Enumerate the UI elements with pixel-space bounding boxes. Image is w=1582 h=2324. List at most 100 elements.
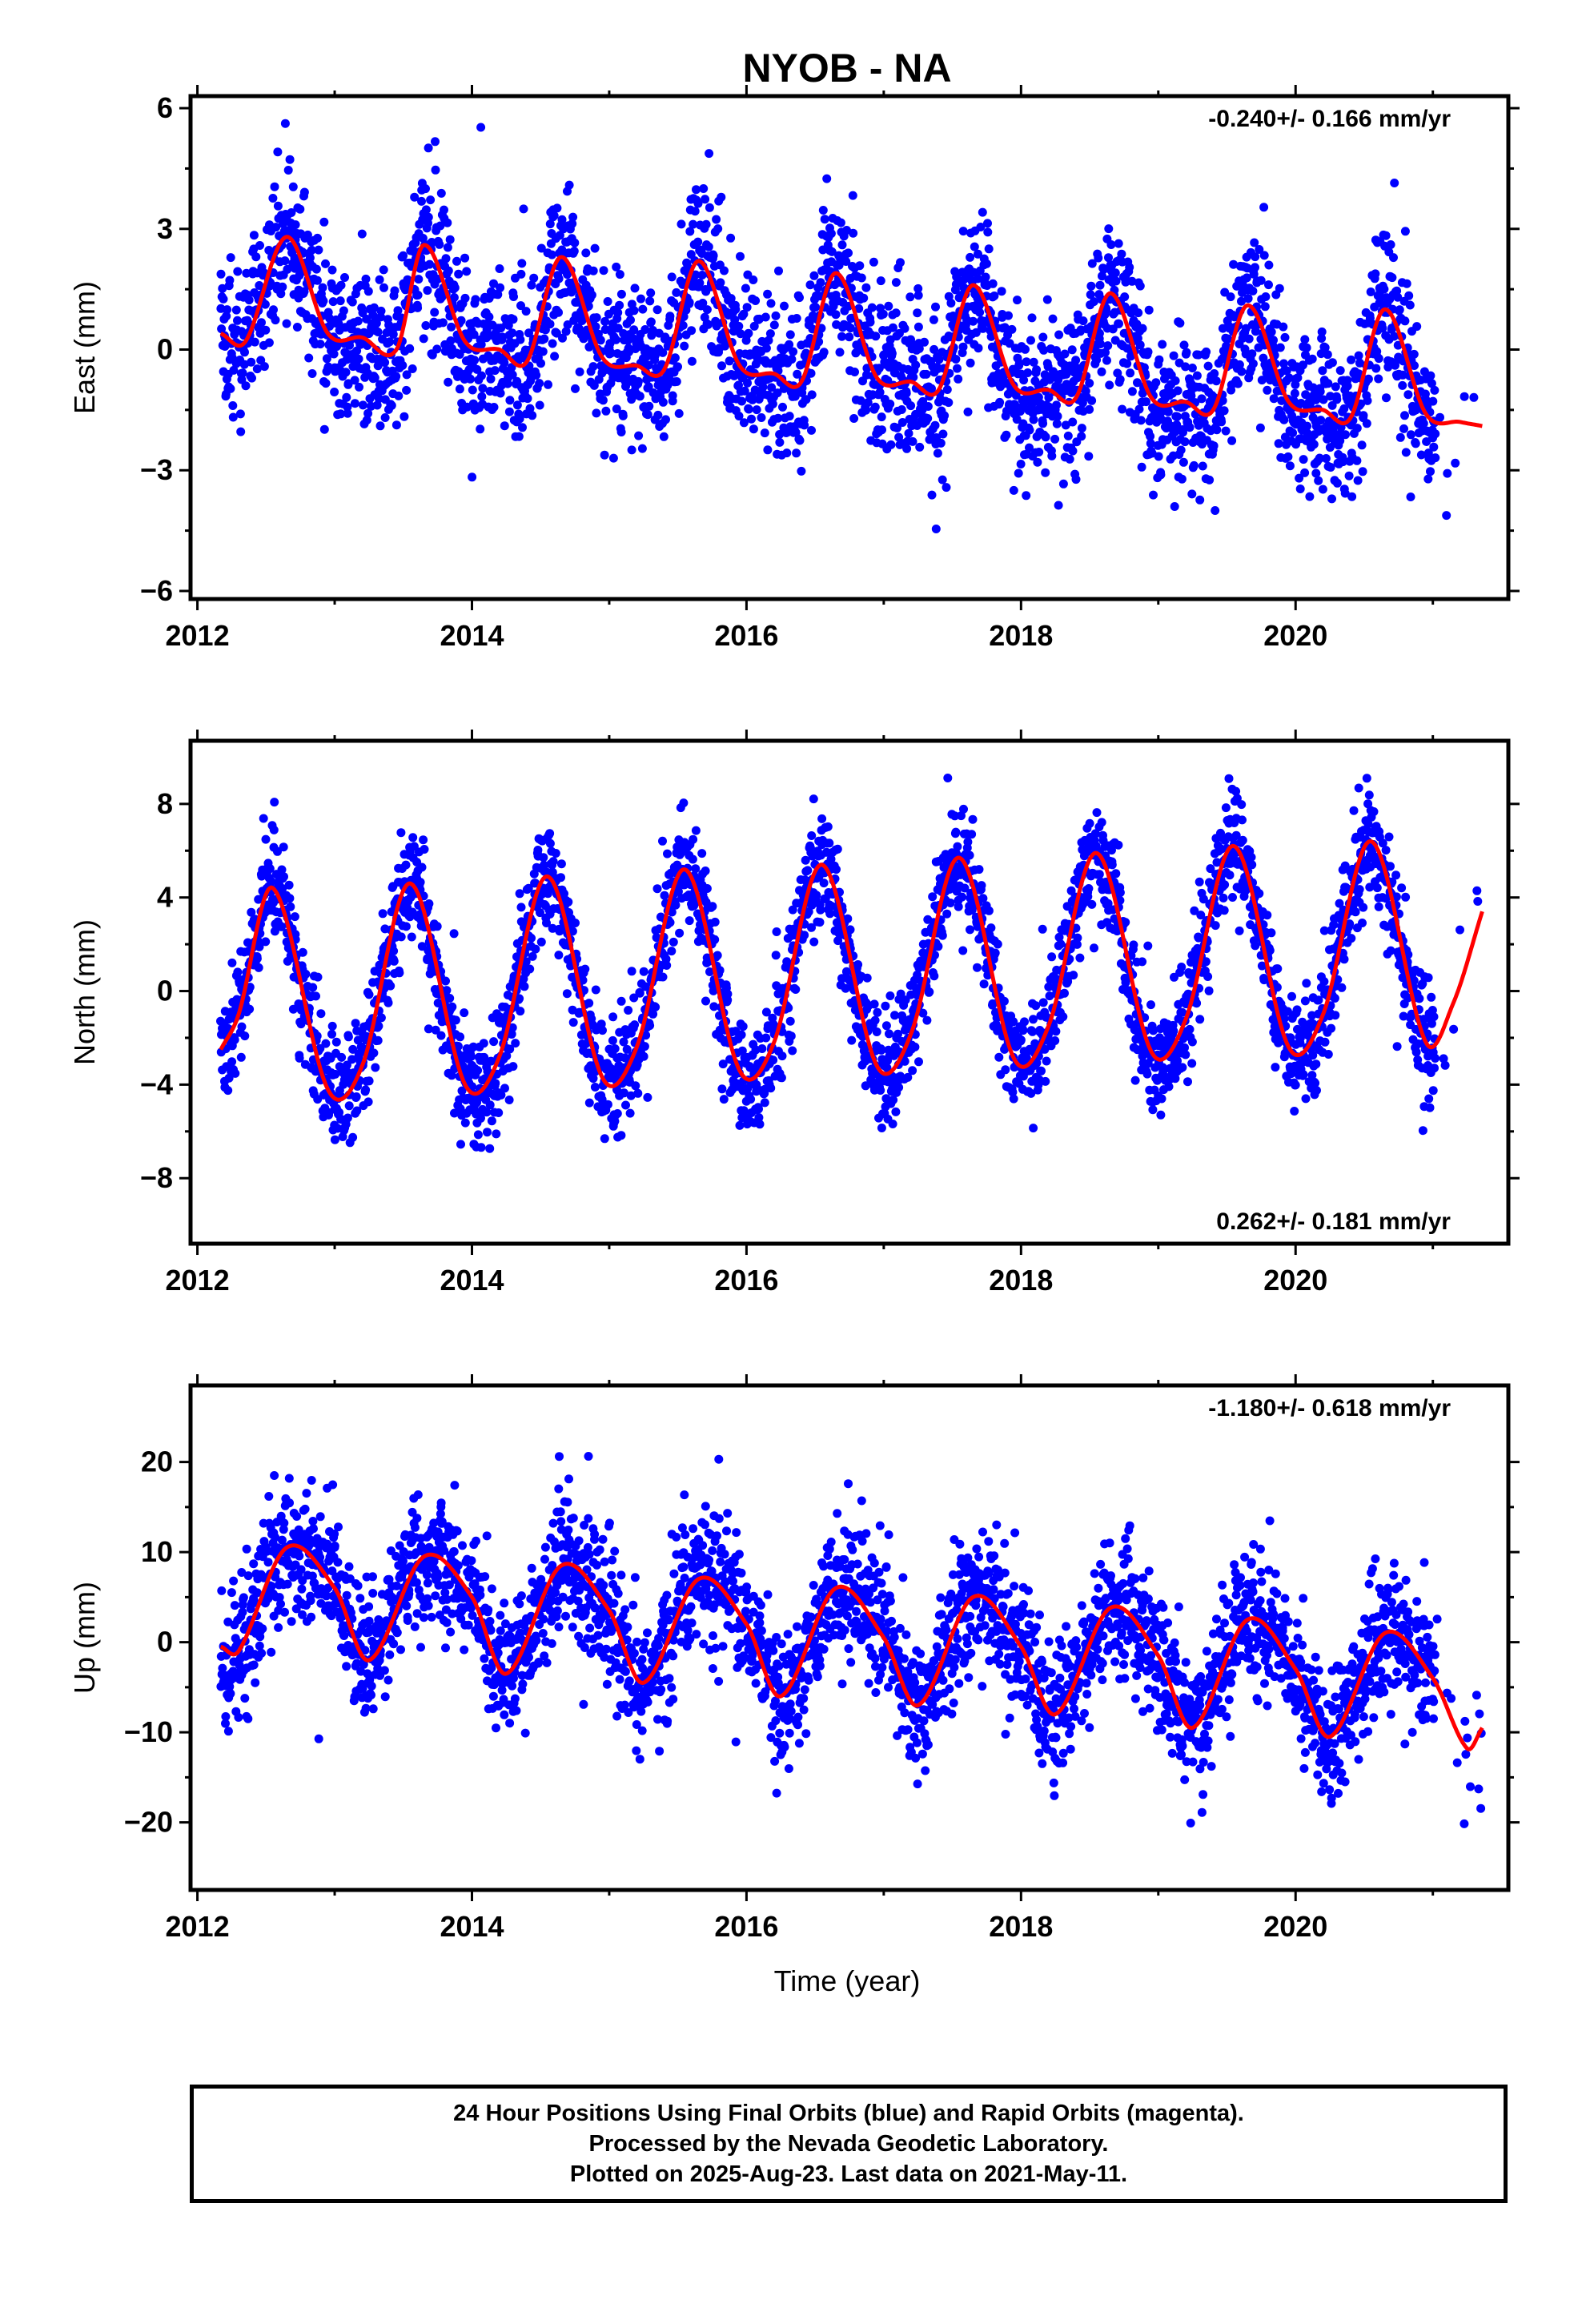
east-data-point (233, 316, 242, 325)
east-data-point (900, 324, 909, 333)
east-data-point (741, 283, 750, 293)
east-data-point (764, 336, 773, 345)
east-data-point (588, 362, 598, 372)
east-data-point (871, 332, 881, 341)
north-data-point (1001, 1065, 1010, 1075)
north-data-point (401, 860, 411, 870)
north-data-point (960, 883, 970, 893)
north-data-point (862, 973, 872, 983)
east-data-point (1315, 387, 1325, 396)
east-data-point (1160, 374, 1169, 384)
north-data-point (343, 1113, 352, 1123)
north-data-point (431, 1025, 440, 1035)
north-data-point (819, 879, 829, 888)
north-data-point (460, 1118, 470, 1128)
east-data-point (564, 180, 574, 190)
east-data-point (721, 341, 729, 351)
north-data-point (658, 972, 668, 982)
east-data-point (902, 444, 912, 453)
north-data-point (938, 931, 947, 940)
east-data-point (913, 308, 922, 318)
north-data-point (966, 925, 974, 935)
north-data-point (375, 960, 384, 970)
east-data-point (1114, 319, 1123, 328)
east-data-point (1169, 351, 1178, 360)
north-data-point (809, 794, 818, 804)
north-data-point (833, 844, 842, 854)
east-data-point (504, 407, 514, 416)
north-data-point (922, 1015, 932, 1025)
east-ytick-label: 6 (157, 91, 173, 124)
north-data-point (245, 1004, 255, 1014)
east-data-point (920, 337, 929, 347)
east-data-point (884, 301, 893, 311)
east-data-point (318, 283, 327, 292)
north-data-point (635, 988, 644, 998)
east-data-point (399, 251, 408, 260)
east-data-point (638, 304, 648, 314)
east-data-point (1025, 443, 1034, 452)
east-data-point (1054, 501, 1063, 510)
north-data-point (353, 1035, 363, 1045)
north-data-point (313, 972, 323, 982)
east-data-point (1263, 385, 1272, 395)
east-data-point (658, 348, 668, 357)
east-data-point (1323, 350, 1332, 360)
east-data-point (1431, 453, 1440, 463)
east-data-point (1068, 446, 1078, 456)
east-data-point (273, 201, 283, 211)
north-data-point (608, 1035, 617, 1045)
north-data-point (584, 1098, 594, 1108)
east-data-point (1249, 269, 1259, 279)
north-data-point (951, 827, 961, 837)
east-data-point (1305, 492, 1315, 501)
east-data-point (567, 287, 576, 297)
east-data-point (942, 483, 951, 493)
east-data-point (1173, 386, 1182, 396)
east-data-point (1121, 277, 1130, 287)
north-data-point (737, 1030, 746, 1039)
north-data-point (230, 1035, 239, 1044)
north-data-point (906, 990, 916, 999)
east-data-point (1094, 328, 1104, 338)
north-data-point (590, 1083, 600, 1092)
east-data-point (901, 388, 911, 398)
north-data-point (925, 987, 934, 997)
east-data-point (1170, 376, 1180, 385)
east-data-point (757, 413, 766, 422)
east-data-point (299, 187, 309, 197)
east-data-point (319, 296, 328, 306)
east-data-point (658, 397, 668, 407)
east-data-point (476, 424, 485, 434)
north-data-point (327, 1021, 337, 1031)
east-data-point (915, 442, 925, 452)
east-data-point (761, 312, 770, 322)
east-data-point (938, 475, 947, 485)
east-data-point (362, 416, 371, 425)
east-data-point (1460, 392, 1469, 401)
east-data-point (470, 356, 480, 365)
north-data-point (524, 883, 533, 893)
east-data-point (476, 340, 486, 349)
north-data-point (453, 1042, 463, 1051)
east-data-point (373, 328, 383, 336)
north-data-point (279, 842, 288, 852)
east-data-point (379, 265, 388, 275)
east-data-point (785, 412, 794, 421)
north-data-point (643, 1092, 652, 1102)
east-data-point (421, 321, 431, 330)
east-data-point (519, 204, 528, 214)
east-data-point (861, 283, 871, 292)
north-data-point (259, 814, 268, 823)
east-data-point (304, 353, 314, 363)
east-data-point (454, 269, 464, 279)
north-data-point (710, 935, 720, 944)
east-data-point (1410, 361, 1419, 370)
east-data-point (712, 215, 721, 224)
east-data-point (1032, 365, 1042, 375)
east-data-point (1280, 332, 1290, 342)
east-data-point (1209, 441, 1219, 451)
east-data-point (425, 259, 435, 269)
east-data-point (699, 184, 709, 193)
east-data-point (886, 440, 896, 449)
